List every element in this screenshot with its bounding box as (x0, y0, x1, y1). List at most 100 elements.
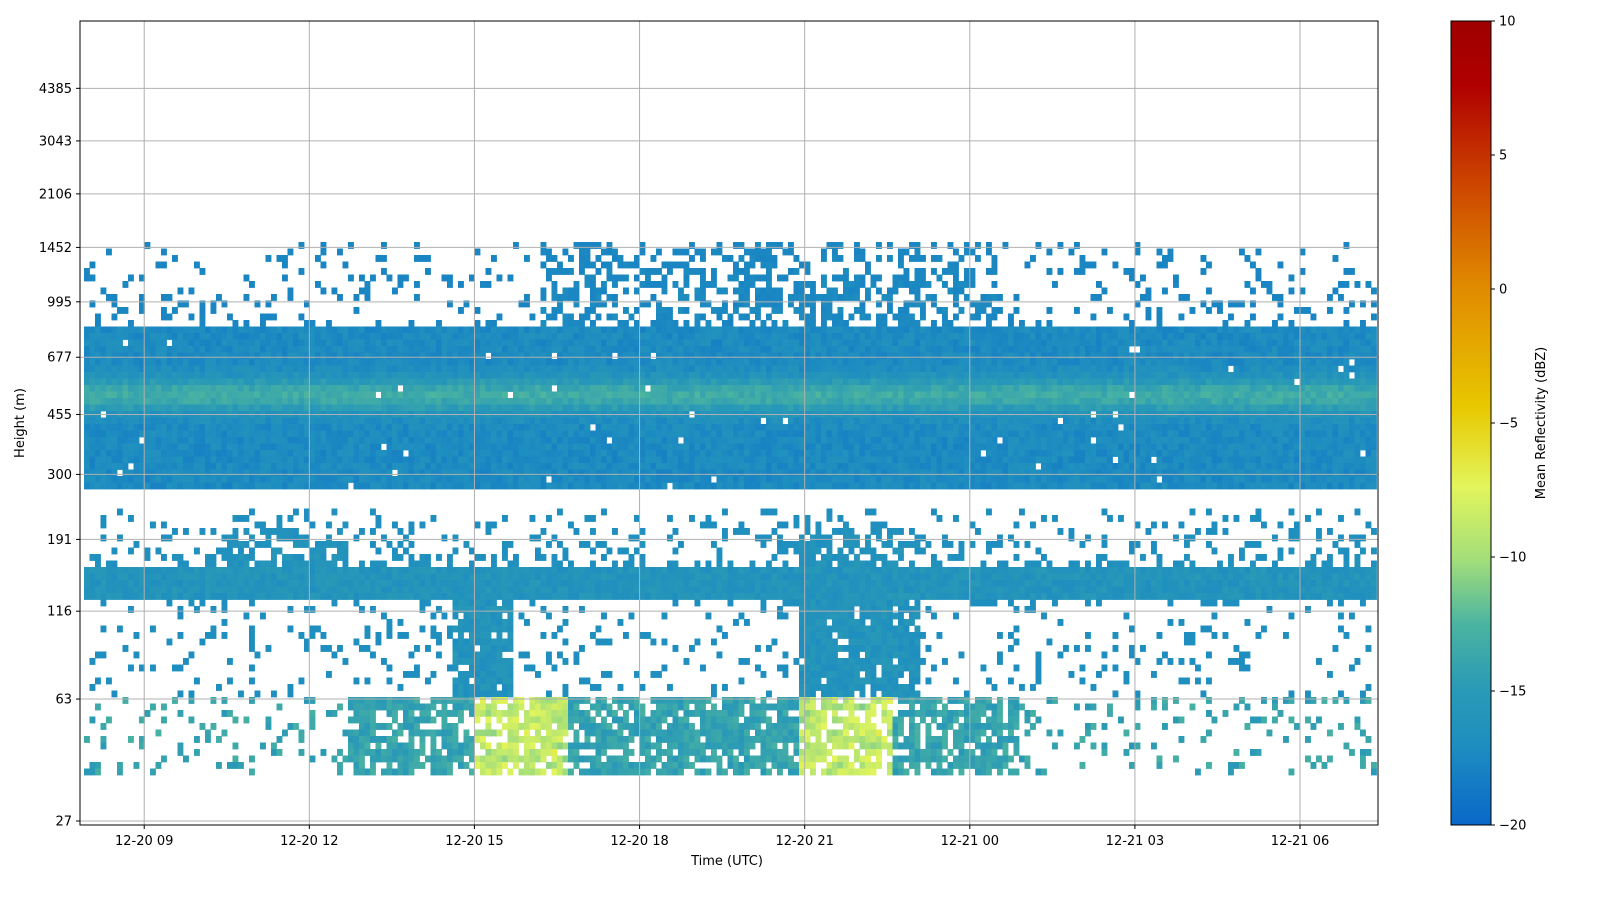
heatmap-cell (535, 710, 541, 717)
heatmap-cell (524, 586, 530, 594)
heatmap-cell (540, 580, 547, 587)
heatmap-cell (282, 424, 288, 431)
heatmap-cell (276, 586, 283, 594)
heatmap-cell (84, 768, 90, 776)
heatmap-cell (304, 378, 310, 386)
heatmap-cell (612, 528, 618, 535)
heatmap-cell (370, 606, 376, 613)
heatmap-cell (238, 391, 244, 399)
heatmap-cell (155, 417, 162, 425)
heatmap-cell (282, 255, 288, 262)
heatmap-cell (221, 326, 228, 334)
heatmap-cell (84, 404, 90, 412)
heatmap-cell (342, 456, 349, 464)
heatmap-cell (650, 638, 657, 646)
heatmap-cell (694, 710, 701, 717)
heatmap-cell (271, 528, 277, 535)
heatmap-cell (639, 469, 646, 477)
heatmap-cell (628, 482, 635, 490)
heatmap-cell (507, 599, 514, 607)
heatmap-cell (661, 326, 668, 334)
heatmap-cell (469, 612, 475, 620)
heatmap-cell (650, 398, 657, 405)
heatmap-cell (238, 437, 244, 444)
heatmap-cell (276, 703, 283, 711)
heatmap-cell (403, 365, 409, 373)
heatmap-cell (293, 372, 299, 379)
heatmap-cell (89, 274, 96, 282)
heatmap-cell (238, 333, 244, 340)
heatmap-cell (425, 443, 431, 451)
heatmap-cell (287, 593, 294, 600)
heatmap-cell (315, 326, 321, 334)
heatmap-cell (276, 404, 283, 412)
heatmap-cell (480, 729, 486, 737)
heatmap-cell (106, 398, 112, 405)
heatmap-cell (480, 755, 486, 763)
heatmap-cell (425, 645, 431, 652)
heatmap-cell (617, 424, 624, 431)
heatmap-cell (639, 762, 646, 769)
heatmap-cell (672, 333, 679, 340)
heatmap-cell (397, 476, 404, 483)
heatmap-cell (502, 547, 508, 555)
heatmap-cell (254, 651, 261, 659)
heatmap-cell (111, 450, 118, 457)
heatmap-cell (304, 508, 310, 516)
heatmap-cell (359, 378, 365, 386)
heatmap-cell (353, 710, 360, 717)
heatmap-cell (221, 352, 228, 360)
heatmap-cell (216, 333, 222, 340)
heatmap-cell (227, 469, 233, 477)
heatmap-cell (441, 729, 448, 737)
heatmap-cell (546, 398, 552, 405)
heatmap-cell (177, 398, 184, 405)
heatmap-cell (441, 274, 448, 282)
heatmap-cell (111, 573, 118, 581)
heatmap-cell (128, 417, 134, 425)
heatmap-cell (639, 378, 646, 386)
heatmap-cell (474, 463, 481, 470)
heatmap-cell (166, 573, 173, 581)
heatmap-cell (139, 346, 145, 353)
heatmap-cell (623, 482, 629, 490)
heatmap-cell (386, 723, 393, 730)
heatmap-cell (414, 398, 420, 405)
heatmap-cell (370, 541, 376, 548)
heatmap-cell (463, 365, 470, 373)
heatmap-cell (480, 333, 486, 340)
heatmap-cell (513, 398, 519, 405)
heatmap-cell (458, 651, 464, 659)
heatmap-cell (485, 385, 492, 392)
heatmap-cell (342, 352, 349, 360)
heatmap-cell (232, 515, 239, 522)
heatmap-cell (221, 372, 228, 379)
heatmap-cell (546, 651, 552, 659)
heatmap-cell (595, 638, 602, 646)
heatmap-cell (199, 638, 206, 646)
heatmap-cell (221, 599, 228, 607)
heatmap-cell (491, 749, 497, 756)
heatmap-cell (623, 560, 629, 568)
heatmap-cell (117, 372, 123, 379)
heatmap-cell (430, 736, 437, 743)
heatmap-cell (485, 612, 492, 620)
heatmap-cell (623, 573, 629, 581)
heatmap-cell (441, 593, 448, 600)
heatmap-cell (161, 554, 167, 561)
heatmap-cell (210, 326, 217, 334)
heatmap-cell (694, 287, 701, 295)
heatmap-cell (540, 242, 547, 249)
heatmap-cell (502, 645, 508, 652)
heatmap-cell (381, 697, 387, 704)
heatmap-cell (430, 742, 437, 750)
heatmap-cell (529, 515, 536, 522)
heatmap-cell (568, 346, 574, 353)
heatmap-cell (232, 742, 239, 750)
heatmap-cell (227, 567, 233, 574)
heatmap-cell (667, 450, 673, 457)
heatmap-cell (700, 326, 706, 334)
heatmap-cell (551, 372, 558, 379)
heatmap-cell (568, 365, 574, 373)
heatmap-cell (518, 476, 525, 483)
